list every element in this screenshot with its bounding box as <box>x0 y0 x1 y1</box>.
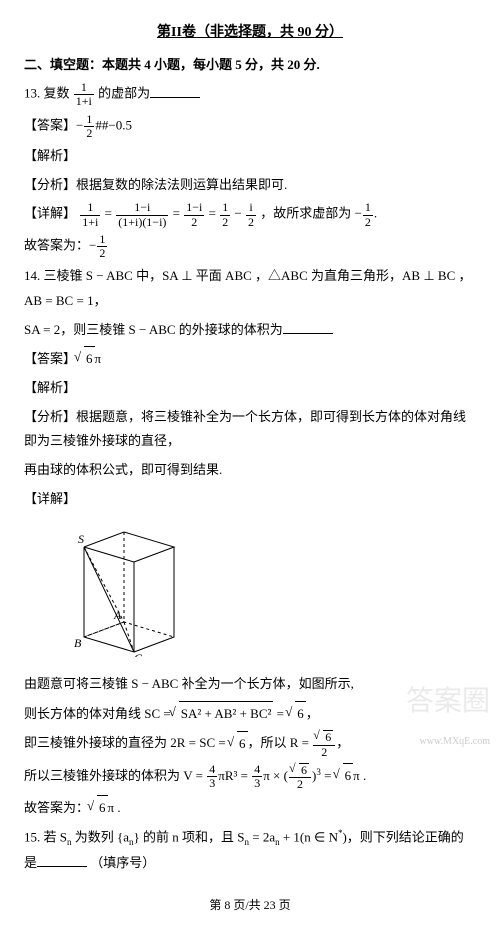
q14-line2: 则长方体的体对角线 SC =SA² + AB² + BC² = 6， <box>24 701 476 727</box>
q13-stem: 13. 复数 1 1+i 的虚部为 <box>24 81 476 108</box>
q13-prefix: 13. 复数 <box>24 86 70 101</box>
q14-detail-label: 【详解】 <box>24 487 476 512</box>
q14-line4: 所以三棱锥外接球的体积为 V = 43πR³ = 43π × (62)3 = 6… <box>24 763 476 791</box>
q14-answer: 【答案】6π <box>24 346 476 372</box>
q14-final: 故答案为：6π . <box>24 795 476 821</box>
label-c: C <box>134 651 143 657</box>
q14-stem2: SA = 2，则三棱锥 S − ABC 的外接球的体积为 <box>24 318 476 343</box>
q14-line3: 即三棱锥外接球的直径为 2R = SC = 6，所以 R = 62， <box>24 730 476 758</box>
q14-figure: S A B C <box>64 517 476 666</box>
volume-title: 第II卷（非选择题，共 90 分） <box>24 20 476 47</box>
label-b: B <box>74 636 82 650</box>
q13-detail: 【详解】 11+i = 1−i(1+i)(1−i) = 1−i2 = 12 − … <box>24 201 476 228</box>
q14-stem1: 14. 三棱锥 S − ABC 中，SA ⊥ 平面 ABC ，△ABC 为直角三… <box>24 264 476 313</box>
q14-fx2: 再由球的体积公式，即可得到结果. <box>24 458 476 483</box>
q14-analysis-label: 【解析】 <box>24 376 476 401</box>
q14-blank <box>283 320 333 334</box>
q14-fx1: 【分析】根据题意，将三棱锥补全为一个长方体，即可得到长方体的体对角线即为三棱锥外… <box>24 405 476 454</box>
section-header: 二、填空题：本题共 4 小题，每小题 5 分，共 20 分. <box>24 53 476 78</box>
q13-answer: 【答案】−12##−0.5 <box>24 113 476 140</box>
q13-suffix: 的虚部为 <box>98 86 150 101</box>
q15-stem: 15. 若 Sn 为数列 {an} 的前 n 项和，且 Sn = 2an + 1… <box>24 825 476 876</box>
label-s: S <box>78 532 84 546</box>
q13-analysis-label: 【解析】 <box>24 144 476 169</box>
q14-line1: 由题意可将三棱锥 S − ABC 补全为一个长方体，如图所示, <box>24 672 476 697</box>
q15-blank <box>37 853 87 867</box>
q13-fx: 【分析】根据复数的除法法则运算出结果即可. <box>24 173 476 198</box>
q13-blank <box>150 84 200 98</box>
q13-fraction: 1 1+i <box>74 81 94 108</box>
q13-final: 故答案为：−12 <box>24 233 476 260</box>
page-footer: 第 8 页/共 23 页 <box>24 894 476 917</box>
label-a: A <box>113 608 122 622</box>
